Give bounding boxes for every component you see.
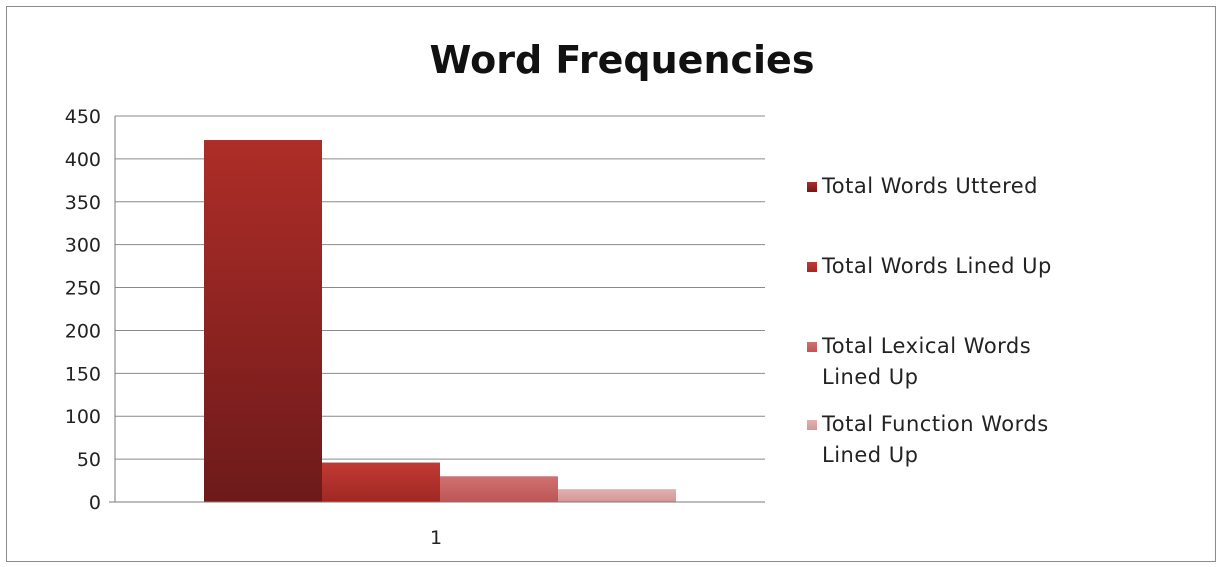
legend-swatch: [807, 342, 817, 352]
chart-frame: Word Frequencies 0 50 100 150 200 250 300 350 40…: [6, 6, 1216, 562]
y-tick-label: 350: [65, 192, 101, 214]
x-tick-label: 1: [430, 527, 442, 549]
y-tick-label: 300: [65, 235, 101, 257]
legend-label: Total Words Lined Up: [821, 254, 1052, 278]
x-axis-ticks: 1: [430, 527, 442, 549]
legend-label: Total Words Uttered: [821, 174, 1038, 198]
bar-total-words-uttered: [204, 140, 322, 503]
bar-total-lexical-words-lined-up: [440, 476, 558, 502]
bar-total-words-lined-up: [322, 462, 440, 502]
y-tick-label: 50: [77, 449, 101, 471]
y-tick-label: 400: [65, 149, 101, 171]
y-axis-ticks: 0 50 100 150 200 250 300 350 400 450: [65, 106, 101, 514]
y-tick-label: 100: [65, 406, 101, 428]
y-tick-label: 450: [65, 106, 101, 128]
chart: Word Frequencies 0 50 100 150 200 250 300 350 40…: [65, 38, 1052, 549]
legend: Total Words Uttered Total Words Lined Up T…: [807, 174, 1052, 467]
legend-label: Total Lexical Words Lined Up: [821, 334, 1031, 389]
y-tick-label: 0: [89, 492, 101, 514]
legend-swatch: [807, 262, 817, 272]
y-tick-label: 200: [65, 320, 101, 342]
legend-swatch: [807, 420, 817, 430]
bar-total-function-words-lined-up: [558, 489, 676, 502]
y-tick-label: 250: [65, 278, 101, 300]
axes: [109, 116, 765, 503]
chart-title: Word Frequencies: [430, 38, 815, 82]
y-tick-label: 150: [65, 363, 101, 385]
legend-label: Total Function Words Lined Up: [821, 412, 1049, 467]
bars: [204, 140, 676, 503]
legend-swatch: [807, 182, 817, 192]
